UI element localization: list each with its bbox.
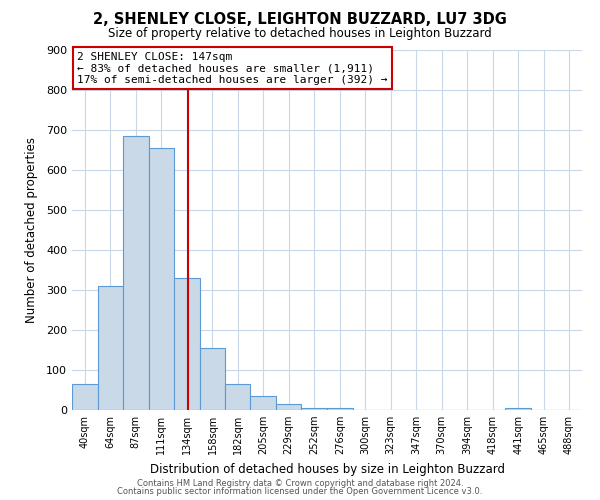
Bar bbox=[199, 348, 226, 410]
Bar bbox=[505, 408, 531, 410]
Text: Size of property relative to detached houses in Leighton Buzzard: Size of property relative to detached ho… bbox=[108, 28, 492, 40]
Bar bbox=[301, 408, 327, 410]
Bar bbox=[276, 404, 301, 410]
Bar bbox=[173, 278, 199, 410]
Text: 2, SHENLEY CLOSE, LEIGHTON BUZZARD, LU7 3DG: 2, SHENLEY CLOSE, LEIGHTON BUZZARD, LU7 … bbox=[93, 12, 507, 28]
Text: Contains public sector information licensed under the Open Government Licence v3: Contains public sector information licen… bbox=[118, 488, 482, 496]
Text: Contains HM Land Registry data © Crown copyright and database right 2024.: Contains HM Land Registry data © Crown c… bbox=[137, 478, 463, 488]
Bar bbox=[98, 286, 123, 410]
Bar bbox=[72, 384, 98, 410]
Bar bbox=[149, 148, 173, 410]
X-axis label: Distribution of detached houses by size in Leighton Buzzard: Distribution of detached houses by size … bbox=[149, 462, 505, 475]
Y-axis label: Number of detached properties: Number of detached properties bbox=[25, 137, 38, 323]
Bar bbox=[226, 384, 250, 410]
Bar bbox=[123, 136, 149, 410]
Bar bbox=[327, 408, 353, 410]
Bar bbox=[250, 396, 276, 410]
Text: 2 SHENLEY CLOSE: 147sqm
← 83% of detached houses are smaller (1,911)
17% of semi: 2 SHENLEY CLOSE: 147sqm ← 83% of detache… bbox=[77, 52, 388, 85]
